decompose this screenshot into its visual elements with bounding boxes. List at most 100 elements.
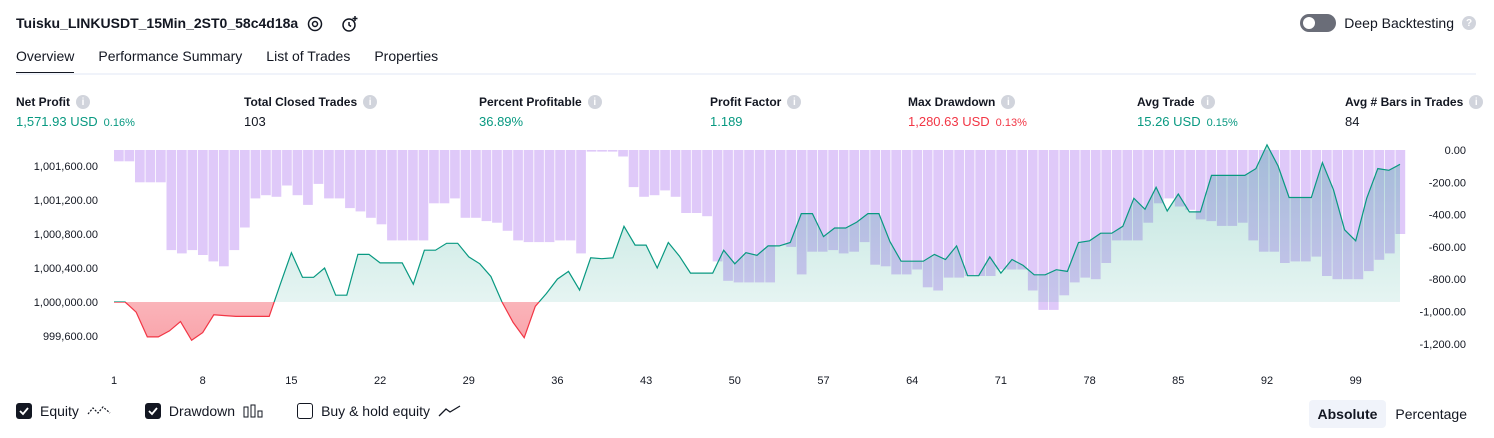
drawdown-bar [377, 150, 387, 224]
metric-avg-trade: Avg Trade i 15.26 USD 0.15% [1137, 93, 1238, 130]
drawdown-bars-icon [243, 404, 263, 418]
legend-buy-hold[interactable]: Buy & hold equity [297, 403, 462, 419]
drawdown-bar [335, 150, 345, 198]
buy-hold-label: Buy & hold equity [321, 403, 430, 419]
drawdown-bar [177, 150, 187, 253]
tab-performance-summary[interactable]: Performance Summary [98, 48, 242, 75]
drawdown-bar [450, 150, 460, 198]
drawdown-bar [303, 150, 313, 205]
drawdown-bar [135, 150, 145, 182]
metric-label: Avg # Bars in Trades [1345, 95, 1463, 109]
deep-backtesting-label: Deep Backtesting [1344, 15, 1454, 31]
drawdown-bar [597, 150, 607, 152]
drawdown-bar [471, 150, 481, 218]
drawdown-bar [114, 150, 124, 161]
left-axis-tick-label: 1,001,200.00 [34, 195, 98, 207]
equity-drawdown-chart[interactable]: 1,001,600.00 1,001,200.00 1,000,800.00 1,00… [0, 140, 1494, 392]
x-axis-tick-label: 1 [111, 375, 117, 387]
drawdown-checkbox[interactable] [145, 403, 161, 419]
deep-backtesting-toggle[interactable] [1300, 14, 1336, 32]
drawdown-bar [408, 150, 418, 240]
metric-label: Avg Trade [1137, 95, 1195, 109]
drawdown-bar [240, 150, 250, 228]
drawdown-bar [492, 150, 502, 223]
equity-checkbox[interactable] [16, 403, 32, 419]
right-axis-tick-label: -1,200.00 [1420, 339, 1466, 351]
info-icon[interactable]: i [1469, 95, 1483, 109]
check-icon [18, 405, 30, 417]
info-icon[interactable]: i [1201, 95, 1215, 109]
drawdown-bar [503, 150, 513, 231]
x-axis-tick-label: 92 [1261, 375, 1273, 387]
drawdown-bar [912, 150, 922, 270]
tab-divider [16, 73, 1476, 75]
drawdown-bar [996, 150, 1006, 270]
strategy-title: Tuisku_LINKUSDT_15Min_2ST0_58c4d18a [16, 15, 298, 31]
drawdown-bar [513, 150, 523, 240]
drawdown-bar [345, 150, 355, 208]
tab-overview[interactable]: Overview [16, 48, 74, 75]
drawdown-bar [429, 150, 439, 203]
percentage-button[interactable]: Percentage [1386, 400, 1476, 428]
x-axis-tick-label: 29 [463, 375, 475, 387]
info-icon[interactable]: i [1001, 95, 1015, 109]
drawdown-bar [902, 150, 912, 274]
drawdown-bar [356, 150, 366, 211]
absolute-button[interactable]: Absolute [1309, 400, 1387, 428]
metric-avg-bars-in-trades: Avg # Bars in Trades i 84 [1345, 93, 1483, 130]
drawdown-bar [387, 150, 397, 240]
legend-equity[interactable]: Equity [16, 403, 111, 419]
drawdown-bar [776, 150, 786, 245]
drawdown-bar [671, 150, 681, 197]
metric-value: 15.26 USD [1137, 114, 1201, 129]
chart-legend: Equity Drawdown Buy & hold equity [16, 403, 496, 419]
right-axis-tick-label: -800.00 [1429, 274, 1466, 286]
drawdown-bar [629, 150, 639, 187]
x-axis-tick-label: 8 [200, 375, 206, 387]
add-alert-icon[interactable] [340, 14, 360, 34]
tab-list-of-trades[interactable]: List of Trades [266, 48, 350, 75]
drawdown-bar [261, 150, 271, 195]
drawdown-bar [1164, 150, 1174, 198]
drawdown-bar [230, 150, 240, 250]
metric-value: 1,280.63 USD [908, 114, 990, 129]
left-axis-tick-label: 1,000,800.00 [34, 229, 98, 241]
metric-value: 84 [1345, 114, 1359, 129]
metric-label: Total Closed Trades [244, 95, 357, 109]
metric-label: Net Profit [16, 95, 70, 109]
drawdown-bar [660, 150, 670, 190]
right-axis-tick-label: -600.00 [1429, 242, 1466, 254]
equity-line-icon [87, 404, 111, 418]
legend-drawdown[interactable]: Drawdown [145, 403, 263, 419]
x-axis-tick-label: 50 [729, 375, 741, 387]
x-axis-tick-label: 43 [640, 375, 652, 387]
x-axis-tick-label: 99 [1350, 375, 1362, 387]
metric-value: 1,571.93 USD [16, 114, 98, 129]
tab-properties[interactable]: Properties [374, 48, 438, 75]
drawdown-bar [293, 150, 303, 195]
drawdown-bar [524, 150, 534, 242]
drawdown-bar [188, 150, 198, 250]
drawdown-bar [482, 150, 492, 221]
drawdown-bar [1017, 150, 1027, 270]
help-icon[interactable]: ? [1462, 16, 1476, 30]
drawdown-bar [314, 150, 324, 184]
drawdown-bar [534, 150, 544, 242]
buy-hold-checkbox[interactable] [297, 403, 313, 419]
drawdown-bar [251, 150, 261, 198]
info-icon[interactable]: i [76, 95, 90, 109]
drawdown-bar [366, 150, 376, 218]
info-icon[interactable]: i [363, 95, 377, 109]
drawdown-bar [324, 150, 334, 198]
drawdown-bar [555, 150, 565, 240]
drawdown-bar [650, 150, 660, 195]
info-icon[interactable]: i [787, 95, 801, 109]
metric-net-profit: Net Profit i 1,571.93 USD 0.16% [16, 93, 135, 130]
drawdown-bar [1028, 150, 1038, 291]
settings-icon[interactable] [305, 14, 325, 34]
info-icon[interactable]: i [588, 95, 602, 109]
x-axis-tick-label: 57 [817, 375, 829, 387]
drawdown-bar [965, 150, 975, 276]
drawdown-bar [1007, 150, 1017, 270]
drawdown-bar [1185, 150, 1195, 210]
